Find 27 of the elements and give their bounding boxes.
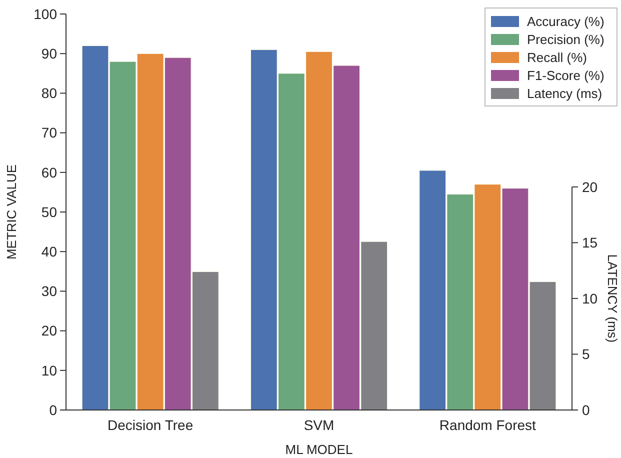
y2-axis-title: LATENCY (ms) — [605, 254, 620, 343]
legend-label: Accuracy (%) — [527, 14, 604, 30]
legend-label: F1-Score (%) — [527, 68, 604, 84]
x-tick-label: SVM — [304, 417, 334, 433]
y2-tick-label: 5 — [582, 346, 590, 362]
legend-label: Recall (%) — [527, 50, 587, 66]
y2-tick-label: 0 — [582, 402, 590, 418]
legend-label: Latency (ms) — [527, 86, 602, 102]
y-tick-label: 100 — [34, 6, 58, 22]
y2-tick-label: 20 — [582, 178, 598, 195]
y-tick-label: 30 — [41, 283, 58, 300]
y-tick-label: 20 — [41, 322, 58, 339]
y-tick-label: 70 — [41, 124, 58, 141]
y2-tick-label: 10 — [582, 290, 598, 306]
y-tick-label: 90 — [41, 46, 58, 62]
y-axis-title: METRIC VALUE — [4, 164, 19, 260]
x-axis-title: ML MODEL — [285, 442, 353, 457]
x-tick-label: Decision Tree — [108, 417, 194, 433]
y2-tick-label: 15 — [582, 234, 598, 251]
y-tick-label: 50 — [41, 204, 58, 220]
y-tick-label: 80 — [41, 85, 58, 102]
y-tick-label: 10 — [41, 362, 58, 378]
y-tick-label: 40 — [41, 244, 58, 260]
y-tick-label: 0 — [49, 402, 58, 418]
x-tick-label: Random Forest — [439, 417, 536, 433]
y-tick-label: 60 — [41, 164, 58, 180]
legend-label: Precision (%) — [527, 32, 604, 48]
